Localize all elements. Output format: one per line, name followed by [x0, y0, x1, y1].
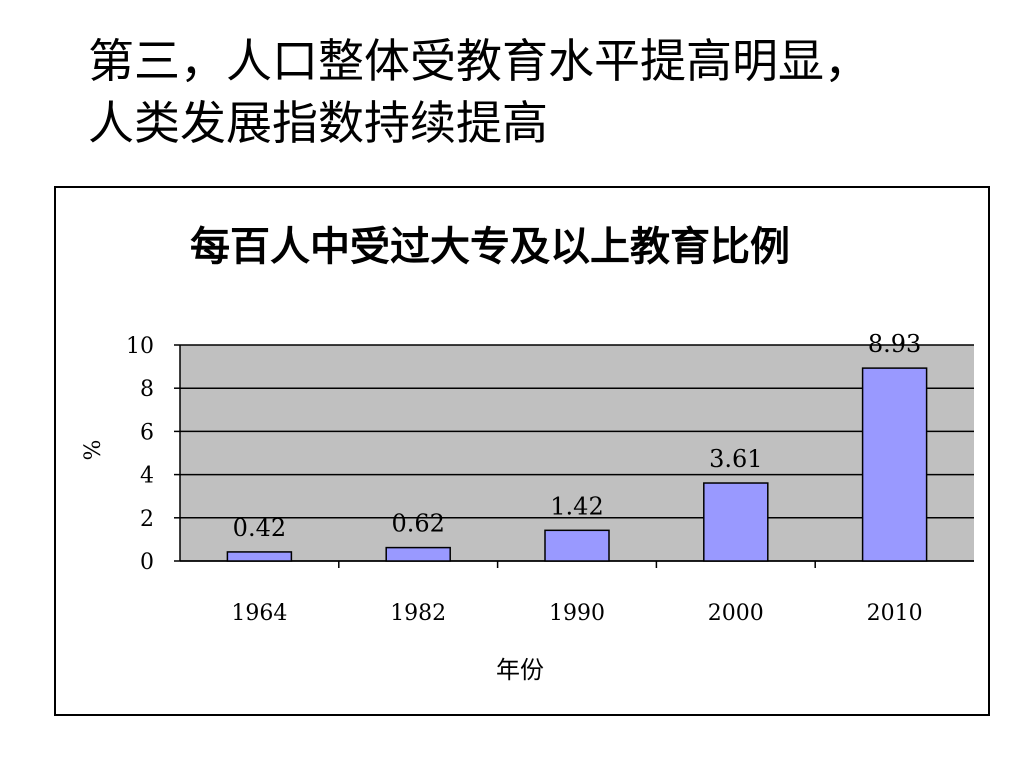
data-label-2010: 8.93 — [868, 330, 921, 358]
bar-1990 — [544, 529, 610, 562]
bar-chart: 每百人中受过大专及以上教育比例 0 2 4 6 8 10 0.42 1964 0.62 1982 1… — [81, 224, 974, 684]
y-tick-label: 6 — [140, 420, 154, 445]
x-tick-label-2000: 2000 — [708, 601, 764, 626]
x-axis-label: 年份 — [496, 656, 544, 684]
y-tick-label: 10 — [126, 334, 154, 359]
x-tick-label-1982: 1982 — [390, 601, 446, 626]
data-label-2000: 3.61 — [709, 445, 762, 473]
slide-title-line-1: 第三，人口整体受教育水平提高明显， — [88, 34, 870, 88]
y-tick-label: 8 — [140, 377, 154, 402]
chart-frame: 每百人中受过大专及以上教育比例 0 2 4 6 8 10 0.42 1964 0.62 1982 1… — [54, 186, 990, 716]
data-label-1990: 1.42 — [550, 492, 603, 520]
bar-2000 — [703, 482, 769, 562]
y-axis-label: % — [81, 440, 106, 461]
x-tick-label-1990: 1990 — [549, 601, 605, 626]
data-label-1964: 0.42 — [233, 514, 286, 542]
y-tick-label: 4 — [140, 464, 154, 489]
plot-background — [180, 345, 974, 561]
plot-area: 0 2 4 6 8 10 0.42 1964 0.62 1982 1.42 1990 3.61 2000 8… — [126, 330, 974, 626]
bar-1964 — [226, 551, 293, 562]
y-tick-label: 2 — [140, 507, 154, 532]
y-tick-label: 0 — [140, 550, 154, 575]
x-tick-label-1964: 1964 — [231, 601, 287, 626]
x-tick-label-2010: 2010 — [867, 601, 923, 626]
slide-title: 第三，人口整体受教育水平提高明显， 人类发展指数持续提高 — [88, 30, 988, 154]
bar-1982 — [385, 546, 451, 562]
data-label-1982: 0.62 — [391, 510, 444, 538]
slide-title-line-2: 人类发展指数持续提高 — [88, 96, 548, 150]
bar-2010 — [861, 367, 928, 562]
chart-title: 每百人中受过大专及以上教育比例 — [190, 224, 790, 270]
